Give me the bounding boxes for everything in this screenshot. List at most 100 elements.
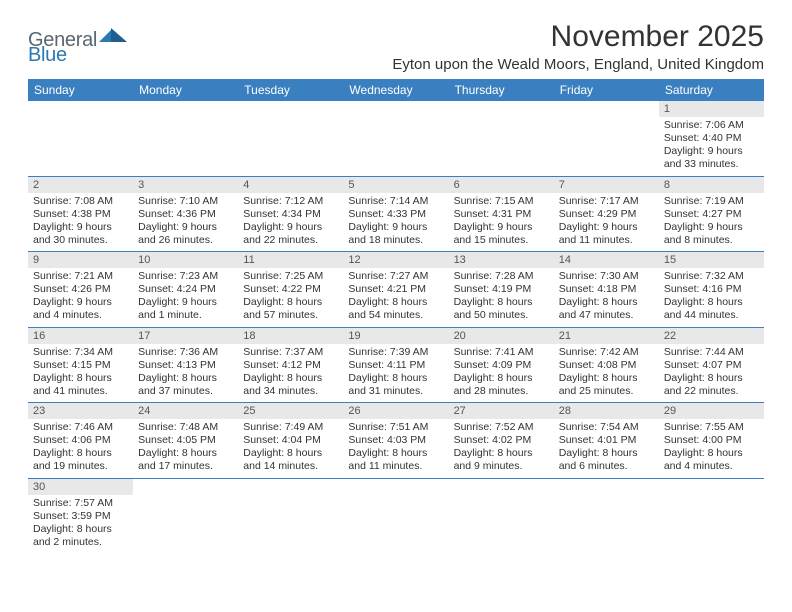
calendar-cell: 4Sunrise: 7:12 AM Sunset: 4:34 PM Daylig… bbox=[238, 176, 343, 252]
day-details: Sunrise: 7:27 AM Sunset: 4:21 PM Dayligh… bbox=[343, 268, 448, 327]
month-title: November 2025 bbox=[392, 20, 764, 54]
day-details: Sunrise: 7:21 AM Sunset: 4:26 PM Dayligh… bbox=[28, 268, 133, 327]
calendar-week-row: 9Sunrise: 7:21 AM Sunset: 4:26 PM Daylig… bbox=[28, 252, 764, 328]
calendar-cell: 7Sunrise: 7:17 AM Sunset: 4:29 PM Daylig… bbox=[554, 176, 659, 252]
calendar-cell: 3Sunrise: 7:10 AM Sunset: 4:36 PM Daylig… bbox=[133, 176, 238, 252]
day-details: Sunrise: 7:57 AM Sunset: 3:59 PM Dayligh… bbox=[28, 495, 133, 554]
day-details: Sunrise: 7:34 AM Sunset: 4:15 PM Dayligh… bbox=[28, 344, 133, 403]
calendar-cell: 23Sunrise: 7:46 AM Sunset: 4:06 PM Dayli… bbox=[28, 403, 133, 479]
day-number: 23 bbox=[28, 403, 133, 419]
calendar-cell: 8Sunrise: 7:19 AM Sunset: 4:27 PM Daylig… bbox=[659, 176, 764, 252]
calendar-cell: 9Sunrise: 7:21 AM Sunset: 4:26 PM Daylig… bbox=[28, 252, 133, 328]
day-number: 2 bbox=[28, 177, 133, 193]
calendar-week-row: 1Sunrise: 7:06 AM Sunset: 4:40 PM Daylig… bbox=[28, 101, 764, 176]
day-details: Sunrise: 7:23 AM Sunset: 4:24 PM Dayligh… bbox=[133, 268, 238, 327]
calendar-header-row: Sunday Monday Tuesday Wednesday Thursday… bbox=[28, 79, 764, 101]
calendar-cell: 10Sunrise: 7:23 AM Sunset: 4:24 PM Dayli… bbox=[133, 252, 238, 328]
day-number: 27 bbox=[449, 403, 554, 419]
calendar-week-row: 16Sunrise: 7:34 AM Sunset: 4:15 PM Dayli… bbox=[28, 327, 764, 403]
day-details: Sunrise: 7:54 AM Sunset: 4:01 PM Dayligh… bbox=[554, 419, 659, 478]
day-number: 24 bbox=[133, 403, 238, 419]
day-number: 9 bbox=[28, 252, 133, 268]
day-details: Sunrise: 7:17 AM Sunset: 4:29 PM Dayligh… bbox=[554, 193, 659, 252]
title-block: November 2025 Eyton upon the Weald Moors… bbox=[392, 20, 764, 73]
calendar-cell bbox=[659, 478, 764, 553]
col-saturday: Saturday bbox=[659, 79, 764, 101]
calendar-week-row: 23Sunrise: 7:46 AM Sunset: 4:06 PM Dayli… bbox=[28, 403, 764, 479]
calendar-cell: 2Sunrise: 7:08 AM Sunset: 4:38 PM Daylig… bbox=[28, 176, 133, 252]
day-number: 30 bbox=[28, 479, 133, 495]
col-tuesday: Tuesday bbox=[238, 79, 343, 101]
col-friday: Friday bbox=[554, 79, 659, 101]
calendar-cell: 16Sunrise: 7:34 AM Sunset: 4:15 PM Dayli… bbox=[28, 327, 133, 403]
calendar-cell bbox=[554, 101, 659, 176]
calendar-cell: 22Sunrise: 7:44 AM Sunset: 4:07 PM Dayli… bbox=[659, 327, 764, 403]
day-details: Sunrise: 7:10 AM Sunset: 4:36 PM Dayligh… bbox=[133, 193, 238, 252]
day-details: Sunrise: 7:12 AM Sunset: 4:34 PM Dayligh… bbox=[238, 193, 343, 252]
calendar-cell: 14Sunrise: 7:30 AM Sunset: 4:18 PM Dayli… bbox=[554, 252, 659, 328]
calendar-cell bbox=[238, 478, 343, 553]
calendar-cell: 1Sunrise: 7:06 AM Sunset: 4:40 PM Daylig… bbox=[659, 101, 764, 176]
location: Eyton upon the Weald Moors, England, Uni… bbox=[392, 56, 764, 73]
day-number: 20 bbox=[449, 328, 554, 344]
day-number: 21 bbox=[554, 328, 659, 344]
day-number: 13 bbox=[449, 252, 554, 268]
calendar-cell: 13Sunrise: 7:28 AM Sunset: 4:19 PM Dayli… bbox=[449, 252, 554, 328]
day-number: 10 bbox=[133, 252, 238, 268]
calendar-cell: 28Sunrise: 7:54 AM Sunset: 4:01 PM Dayli… bbox=[554, 403, 659, 479]
day-number: 26 bbox=[343, 403, 448, 419]
calendar-cell: 29Sunrise: 7:55 AM Sunset: 4:00 PM Dayli… bbox=[659, 403, 764, 479]
calendar-cell: 15Sunrise: 7:32 AM Sunset: 4:16 PM Dayli… bbox=[659, 252, 764, 328]
col-thursday: Thursday bbox=[449, 79, 554, 101]
day-details: Sunrise: 7:48 AM Sunset: 4:05 PM Dayligh… bbox=[133, 419, 238, 478]
day-details: Sunrise: 7:19 AM Sunset: 4:27 PM Dayligh… bbox=[659, 193, 764, 252]
day-number: 14 bbox=[554, 252, 659, 268]
calendar-cell: 30Sunrise: 7:57 AM Sunset: 3:59 PM Dayli… bbox=[28, 478, 133, 553]
calendar-cell bbox=[238, 101, 343, 176]
day-number: 19 bbox=[343, 328, 448, 344]
calendar-cell bbox=[449, 101, 554, 176]
logo-text-blue: Blue bbox=[28, 44, 67, 66]
day-number: 7 bbox=[554, 177, 659, 193]
calendar-cell: 27Sunrise: 7:52 AM Sunset: 4:02 PM Dayli… bbox=[449, 403, 554, 479]
calendar-week-row: 2Sunrise: 7:08 AM Sunset: 4:38 PM Daylig… bbox=[28, 176, 764, 252]
col-monday: Monday bbox=[133, 79, 238, 101]
col-wednesday: Wednesday bbox=[343, 79, 448, 101]
calendar-cell bbox=[133, 478, 238, 553]
calendar-cell bbox=[133, 101, 238, 176]
day-number: 1 bbox=[659, 101, 764, 117]
day-details: Sunrise: 7:55 AM Sunset: 4:00 PM Dayligh… bbox=[659, 419, 764, 478]
day-number: 6 bbox=[449, 177, 554, 193]
calendar-cell: 18Sunrise: 7:37 AM Sunset: 4:12 PM Dayli… bbox=[238, 327, 343, 403]
day-details: Sunrise: 7:15 AM Sunset: 4:31 PM Dayligh… bbox=[449, 193, 554, 252]
calendar-cell bbox=[554, 478, 659, 553]
header: General November 2025 Eyton upon the Wea… bbox=[28, 20, 764, 73]
day-details: Sunrise: 7:14 AM Sunset: 4:33 PM Dayligh… bbox=[343, 193, 448, 252]
calendar-cell: 26Sunrise: 7:51 AM Sunset: 4:03 PM Dayli… bbox=[343, 403, 448, 479]
calendar-cell: 21Sunrise: 7:42 AM Sunset: 4:08 PM Dayli… bbox=[554, 327, 659, 403]
calendar-cell: 6Sunrise: 7:15 AM Sunset: 4:31 PM Daylig… bbox=[449, 176, 554, 252]
calendar-table: Sunday Monday Tuesday Wednesday Thursday… bbox=[28, 79, 764, 553]
day-details: Sunrise: 7:28 AM Sunset: 4:19 PM Dayligh… bbox=[449, 268, 554, 327]
day-details: Sunrise: 7:49 AM Sunset: 4:04 PM Dayligh… bbox=[238, 419, 343, 478]
calendar-cell: 17Sunrise: 7:36 AM Sunset: 4:13 PM Dayli… bbox=[133, 327, 238, 403]
day-number: 8 bbox=[659, 177, 764, 193]
day-details: Sunrise: 7:52 AM Sunset: 4:02 PM Dayligh… bbox=[449, 419, 554, 478]
calendar-cell bbox=[343, 101, 448, 176]
day-number: 15 bbox=[659, 252, 764, 268]
day-details: Sunrise: 7:37 AM Sunset: 4:12 PM Dayligh… bbox=[238, 344, 343, 403]
day-number: 25 bbox=[238, 403, 343, 419]
day-details: Sunrise: 7:32 AM Sunset: 4:16 PM Dayligh… bbox=[659, 268, 764, 327]
day-number: 16 bbox=[28, 328, 133, 344]
calendar-cell bbox=[449, 478, 554, 553]
col-sunday: Sunday bbox=[28, 79, 133, 101]
day-details: Sunrise: 7:08 AM Sunset: 4:38 PM Dayligh… bbox=[28, 193, 133, 252]
day-details: Sunrise: 7:30 AM Sunset: 4:18 PM Dayligh… bbox=[554, 268, 659, 327]
day-details: Sunrise: 7:41 AM Sunset: 4:09 PM Dayligh… bbox=[449, 344, 554, 403]
calendar-cell: 24Sunrise: 7:48 AM Sunset: 4:05 PM Dayli… bbox=[133, 403, 238, 479]
day-details: Sunrise: 7:42 AM Sunset: 4:08 PM Dayligh… bbox=[554, 344, 659, 403]
calendar-cell bbox=[343, 478, 448, 553]
calendar-week-row: 30Sunrise: 7:57 AM Sunset: 3:59 PM Dayli… bbox=[28, 478, 764, 553]
day-number: 4 bbox=[238, 177, 343, 193]
day-number: 28 bbox=[554, 403, 659, 419]
